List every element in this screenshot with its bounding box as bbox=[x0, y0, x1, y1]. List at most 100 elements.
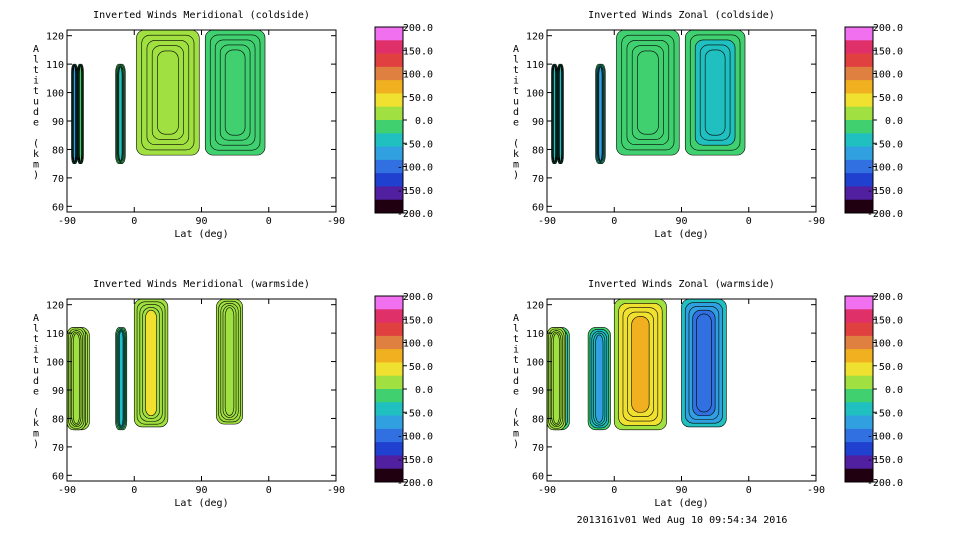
x-tick-label: 0 bbox=[746, 485, 752, 496]
colorbar-segment bbox=[375, 199, 403, 214]
colorbar-segment bbox=[845, 389, 873, 403]
y-tick-label: 120 bbox=[526, 32, 544, 43]
y-axis-label-char: k bbox=[513, 149, 519, 160]
colorbar-segment bbox=[375, 468, 403, 483]
colorbar-label: 50.0 bbox=[409, 362, 433, 373]
colorbar-segment bbox=[845, 455, 873, 470]
y-axis-label-char: t bbox=[33, 65, 39, 76]
colorbar-segment bbox=[845, 415, 873, 430]
colorbar-segment bbox=[375, 146, 403, 161]
colorbar-segment bbox=[375, 40, 403, 55]
contour-region bbox=[552, 333, 560, 424]
plot-frame bbox=[66, 29, 337, 213]
plot-frame bbox=[546, 29, 817, 213]
y-axis-label-char: i bbox=[513, 76, 519, 87]
colorbar-segment bbox=[375, 186, 403, 201]
contour-region bbox=[79, 65, 82, 162]
y-tick-label: 120 bbox=[46, 32, 64, 43]
y-axis-label-char: i bbox=[33, 345, 39, 356]
colorbar-label: -100.0 bbox=[397, 432, 433, 443]
y-axis-label-char: k bbox=[33, 418, 39, 429]
x-axis-label: Lat (deg) bbox=[654, 498, 708, 509]
chart-title: Inverted Winds Zonal (coldside) bbox=[588, 10, 775, 21]
colorbar-segment bbox=[375, 159, 403, 174]
colorbar-label: 50.0 bbox=[409, 93, 433, 104]
y-axis-label-char: d bbox=[513, 107, 519, 118]
y-axis-label-char: ) bbox=[513, 170, 519, 181]
colorbar-segment bbox=[375, 455, 403, 470]
y-axis-label-char: e bbox=[513, 387, 519, 398]
x-axis-label: Lat (deg) bbox=[654, 229, 708, 240]
y-axis-label-char: t bbox=[513, 86, 519, 97]
y-axis-label-char: u bbox=[33, 97, 39, 108]
x-tick-label: -90 bbox=[807, 485, 825, 496]
y-tick-label: 60 bbox=[532, 471, 544, 482]
chart-title: Inverted Winds Meridional (coldside) bbox=[93, 10, 310, 21]
colorbar-segment bbox=[845, 186, 873, 201]
colorbar-label: -150.0 bbox=[867, 455, 903, 466]
y-tick-label: 90 bbox=[52, 386, 64, 397]
x-tick-label: 0 bbox=[611, 485, 617, 496]
footer-stamp-container: 2013161v01 Wed Aug 10 09:54:34 2016 bbox=[577, 515, 788, 526]
x-tick-label: 90 bbox=[195, 216, 207, 227]
colorbar-segment bbox=[845, 120, 873, 134]
contour-region bbox=[224, 307, 235, 416]
contour-region bbox=[704, 49, 726, 136]
x-tick-label: 90 bbox=[675, 485, 687, 496]
colorbar-segment bbox=[375, 80, 403, 94]
y-tick-label: 60 bbox=[52, 202, 64, 213]
x-tick-label: 90 bbox=[195, 485, 207, 496]
y-axis-label-char: ) bbox=[513, 439, 519, 450]
colorbar-label: -50.0 bbox=[403, 408, 433, 419]
colorbar-label: 50.0 bbox=[879, 93, 903, 104]
y-tick-label: 80 bbox=[52, 414, 64, 425]
y-axis-label-char: e bbox=[33, 387, 39, 398]
x-tick-label: 0 bbox=[266, 216, 272, 227]
colorbar-segment bbox=[375, 27, 403, 41]
colorbar-segment bbox=[375, 415, 403, 430]
contour-region bbox=[119, 330, 124, 427]
y-axis-label-char: l bbox=[513, 55, 519, 66]
y-axis-label-char: A bbox=[33, 44, 39, 55]
chart-title: Inverted Winds Meridional (warmside) bbox=[93, 279, 310, 290]
y-axis-label-char: ( bbox=[33, 139, 39, 150]
y-axis-label-char: i bbox=[33, 76, 39, 87]
colorbar-segment bbox=[845, 442, 873, 456]
colorbar-label: -150.0 bbox=[397, 455, 433, 466]
x-tick-label: 0 bbox=[131, 216, 137, 227]
colorbar-segment bbox=[375, 296, 403, 310]
colorbar-segment bbox=[375, 173, 403, 187]
y-axis-label-char: e bbox=[513, 118, 519, 129]
colorbar-segment bbox=[375, 133, 403, 148]
y-axis-label-char: k bbox=[33, 149, 39, 160]
y-axis-label-char: t bbox=[513, 355, 519, 366]
colorbar-label: 0.0 bbox=[885, 385, 903, 396]
colorbar-segment bbox=[845, 362, 873, 377]
y-axis-label-char: u bbox=[513, 366, 519, 377]
colorbar-segment bbox=[845, 335, 873, 350]
colorbar-label: 200.0 bbox=[403, 292, 433, 303]
contour-region bbox=[157, 50, 179, 135]
colorbar-segment bbox=[375, 362, 403, 377]
contour-region bbox=[637, 50, 659, 135]
colorbar-label: 150.0 bbox=[403, 46, 433, 57]
colorbar-segment bbox=[845, 468, 873, 483]
colorbar-segment bbox=[845, 159, 873, 174]
colorbar-label: 100.0 bbox=[873, 70, 903, 81]
y-tick-label: 90 bbox=[532, 386, 544, 397]
colorbar-label: 200.0 bbox=[873, 23, 903, 34]
x-tick-label: -90 bbox=[327, 485, 345, 496]
colorbar-segment bbox=[375, 375, 403, 390]
plot-frame bbox=[66, 298, 337, 482]
y-axis-label-char: t bbox=[513, 65, 519, 76]
colorbar-label: 200.0 bbox=[873, 292, 903, 303]
colorbar-label: -200.0 bbox=[867, 478, 903, 489]
y-tick-label: 90 bbox=[52, 117, 64, 128]
x-tick-label: 0 bbox=[131, 485, 137, 496]
colorbar-segment bbox=[845, 173, 873, 187]
colorbar-label: 100.0 bbox=[403, 339, 433, 350]
contour-region bbox=[595, 334, 604, 423]
y-tick-label: 70 bbox=[532, 174, 544, 185]
colorbar-segment bbox=[375, 53, 403, 68]
